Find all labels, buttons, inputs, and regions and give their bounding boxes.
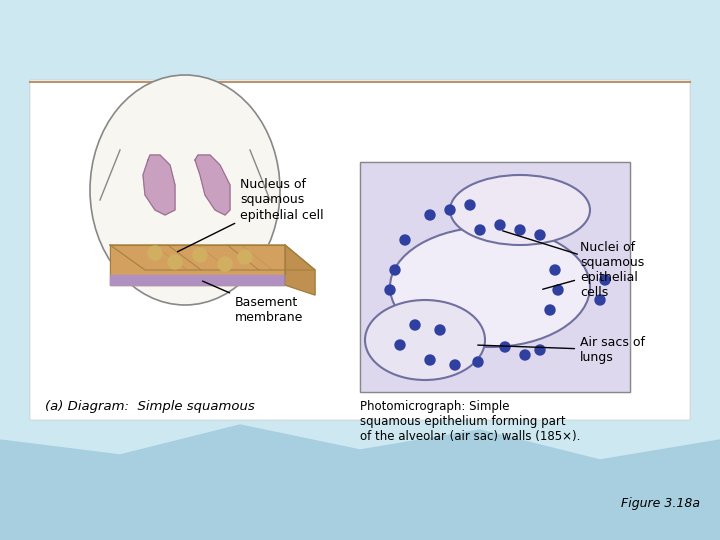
Circle shape <box>425 210 435 220</box>
FancyBboxPatch shape <box>30 80 690 420</box>
Circle shape <box>435 325 445 335</box>
Circle shape <box>600 275 610 285</box>
Circle shape <box>520 350 530 360</box>
Circle shape <box>425 355 435 365</box>
Ellipse shape <box>390 227 590 347</box>
Polygon shape <box>110 245 315 270</box>
Polygon shape <box>143 155 175 215</box>
Polygon shape <box>110 245 285 285</box>
Text: Figure 3.18a: Figure 3.18a <box>621 497 700 510</box>
Circle shape <box>550 265 560 275</box>
Circle shape <box>218 257 232 271</box>
Circle shape <box>238 250 252 264</box>
Polygon shape <box>195 155 230 215</box>
Text: Photomicrograph: Simple
squamous epithelium forming part
of the alveolar (air sa: Photomicrograph: Simple squamous epithel… <box>360 400 580 443</box>
Circle shape <box>385 285 395 295</box>
Text: Air sacs of
lungs: Air sacs of lungs <box>478 336 645 364</box>
Circle shape <box>475 225 485 235</box>
Circle shape <box>515 225 525 235</box>
Circle shape <box>193 248 207 262</box>
Polygon shape <box>285 245 315 295</box>
Circle shape <box>390 265 400 275</box>
Polygon shape <box>0 425 720 540</box>
Circle shape <box>500 342 510 352</box>
Circle shape <box>148 246 162 260</box>
Circle shape <box>168 255 182 269</box>
Circle shape <box>495 220 505 230</box>
Ellipse shape <box>365 300 485 380</box>
Text: Nucleus of
squamous
epithelial cell: Nucleus of squamous epithelial cell <box>178 179 323 252</box>
Circle shape <box>473 357 483 367</box>
Circle shape <box>410 320 420 330</box>
Circle shape <box>535 345 545 355</box>
Circle shape <box>545 305 555 315</box>
Circle shape <box>450 360 460 370</box>
Text: Nuclei of
squamous
epithelial
cells: Nuclei of squamous epithelial cells <box>543 241 644 299</box>
Circle shape <box>595 295 605 305</box>
Circle shape <box>400 235 410 245</box>
Circle shape <box>395 340 405 350</box>
Circle shape <box>445 205 455 215</box>
Ellipse shape <box>90 75 280 305</box>
Bar <box>360 162 630 392</box>
Text: Basement
membrane: Basement membrane <box>202 281 303 324</box>
Circle shape <box>535 230 545 240</box>
Polygon shape <box>110 275 285 285</box>
Circle shape <box>465 200 475 210</box>
Bar <box>360 162 630 392</box>
Ellipse shape <box>450 175 590 245</box>
Circle shape <box>553 285 563 295</box>
Text: (a) Diagram:  Simple squamous: (a) Diagram: Simple squamous <box>45 400 255 413</box>
